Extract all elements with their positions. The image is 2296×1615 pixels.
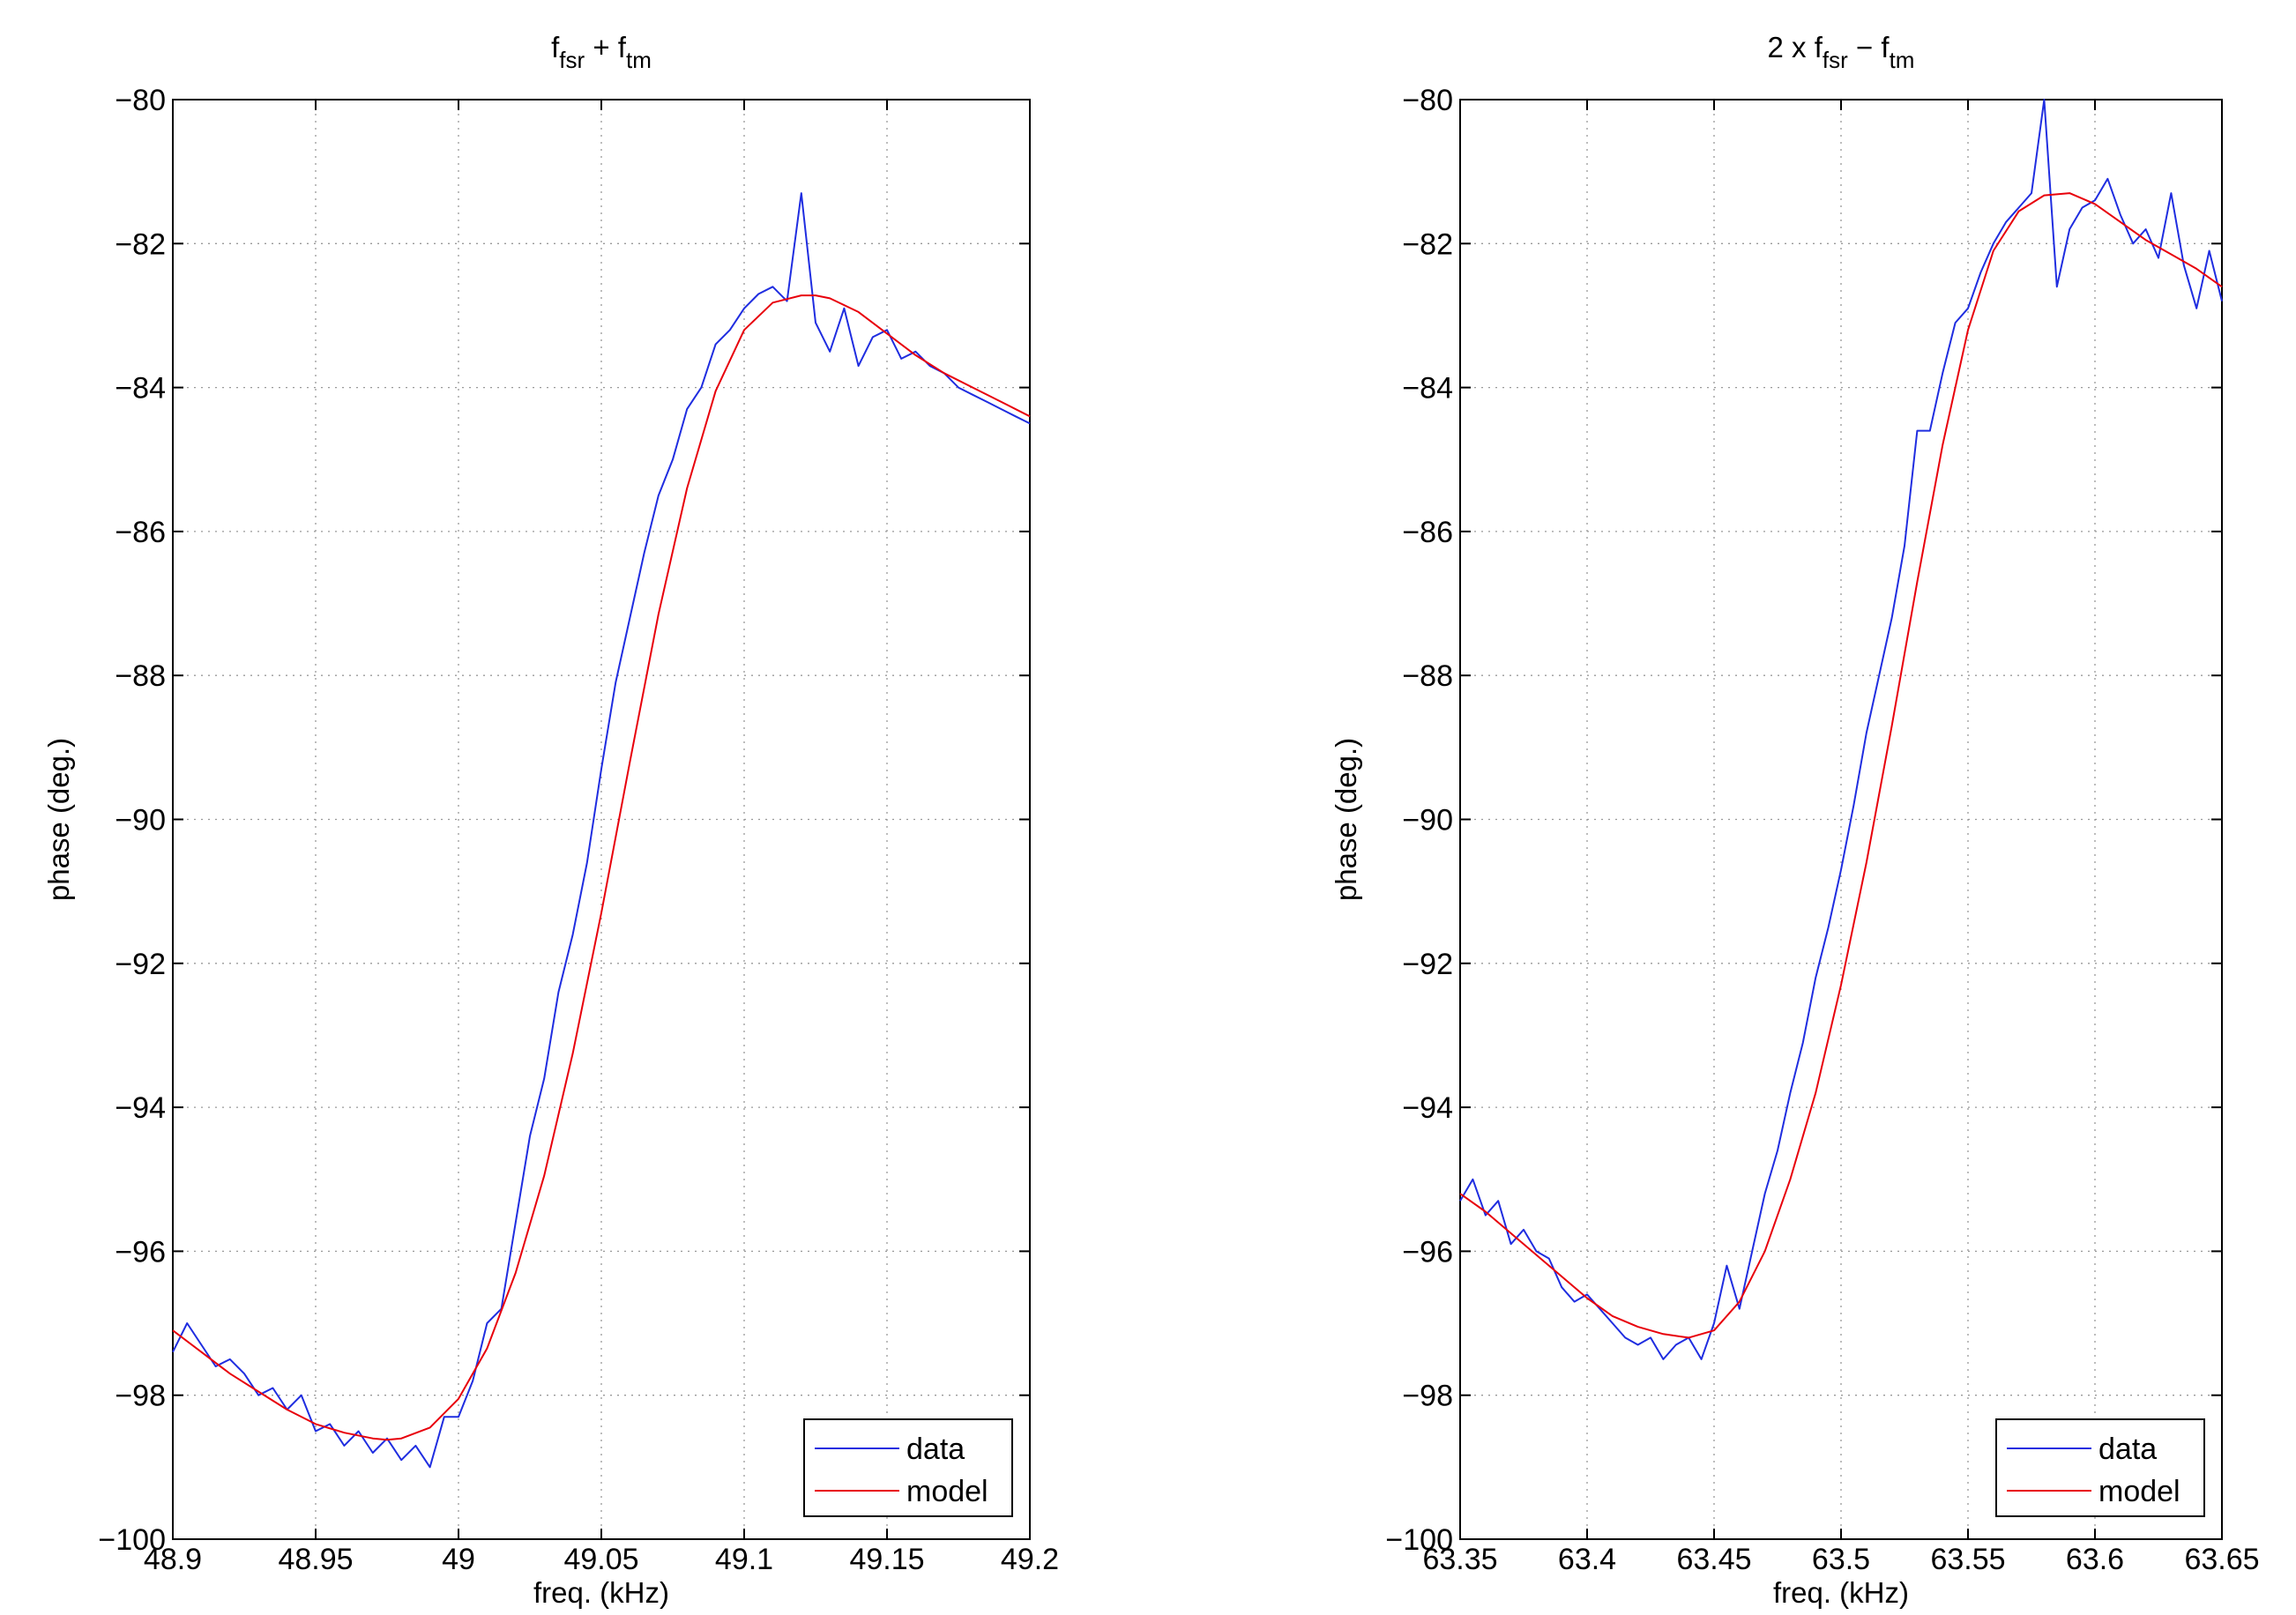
y-tick-label: −96 [1402, 1235, 1453, 1269]
y-tick-label: −98 [1402, 1380, 1453, 1413]
legend-label-data: data [906, 1433, 965, 1466]
y-tick-label: −94 [1402, 1091, 1453, 1125]
y-tick-label: −88 [1402, 659, 1453, 693]
legend-box [1995, 1418, 2205, 1517]
y-tick-label: −82 [1402, 227, 1453, 261]
y-tick-label: −92 [1402, 948, 1453, 981]
y-axis-label: phase (deg.) [42, 738, 75, 901]
title-part: + f [585, 31, 627, 63]
y-tick-label: −90 [115, 804, 166, 837]
left-chart-panel: 48.9 48.95 49 49.05 49.1 49.15 49.2 −100 −98 −96 −… [42, 31, 1059, 1609]
y-tick-label: −96 [115, 1235, 166, 1269]
chart-title: ffsr + ftm [551, 31, 652, 73]
x-axis-label: freq. (kHz) [533, 1576, 669, 1609]
x-tick-label: 63.65 [2184, 1543, 2259, 1576]
legend-box [803, 1418, 1013, 1517]
y-tick-label: −100 [1385, 1523, 1453, 1557]
y-tick-label: −84 [115, 372, 166, 406]
title-subscript: tm [626, 47, 652, 73]
x-tick-label: 49.1 [715, 1543, 773, 1576]
y-tick-label: −94 [115, 1091, 166, 1125]
series-line-data [1459, 99, 2223, 1360]
legend-label-data: data [2098, 1433, 2157, 1466]
legend-label-model: model [2098, 1475, 2180, 1508]
x-tick-label: 63.55 [1930, 1543, 2005, 1576]
y-tick-label: −86 [1402, 516, 1453, 549]
x-tick-label: 63.45 [1676, 1543, 1751, 1576]
x-tick-label: 49.05 [563, 1543, 638, 1576]
chart-title: 2 x ffsr − ftm [1768, 31, 1915, 73]
y-tick-label: −82 [115, 227, 166, 261]
legend-label-model: model [906, 1475, 988, 1508]
x-tick-label: 63.6 [2066, 1543, 2124, 1576]
title-subscript: fsr [1823, 47, 1848, 73]
y-tick-label: −98 [115, 1380, 166, 1413]
right-chart-panel: 63.35 63.4 63.45 63.5 63.55 63.6 63.65 −100 −98 −… [1330, 31, 2260, 1609]
title-subscript: fsr [559, 47, 585, 73]
x-axis-label: freq. (kHz) [1773, 1576, 1909, 1609]
x-tick-label: 63.4 [1558, 1543, 1616, 1576]
y-tick-label: −86 [115, 516, 166, 549]
x-tick-label: 63.35 [1422, 1543, 1497, 1576]
title-part: − f [1848, 31, 1890, 63]
y-axis-label: phase (deg.) [1330, 738, 1362, 901]
title-subscript: tm [1890, 47, 1915, 73]
x-tick-label: 49 [442, 1543, 475, 1576]
y-tick-label: −84 [1402, 372, 1453, 406]
x-tick-label: 49.15 [849, 1543, 924, 1576]
title-part: 2 x f [1768, 31, 1823, 63]
x-tick-label: 48.9 [144, 1543, 202, 1576]
x-tick-label: 63.5 [1812, 1543, 1870, 1576]
y-tick-label: −92 [115, 948, 166, 981]
y-tick-label: −88 [115, 659, 166, 693]
x-tick-label: 48.95 [278, 1543, 353, 1576]
series-line-data [172, 192, 1031, 1469]
y-tick-label: −100 [98, 1523, 166, 1557]
x-tick-label: 49.2 [1001, 1543, 1059, 1576]
y-tick-label: −80 [115, 84, 166, 117]
y-tick-label: −80 [1402, 84, 1453, 117]
y-tick-label: −90 [1402, 804, 1453, 837]
series-line-model [172, 294, 1031, 1441]
series-line-model [1459, 192, 2223, 1339]
title-part: f [551, 31, 560, 63]
